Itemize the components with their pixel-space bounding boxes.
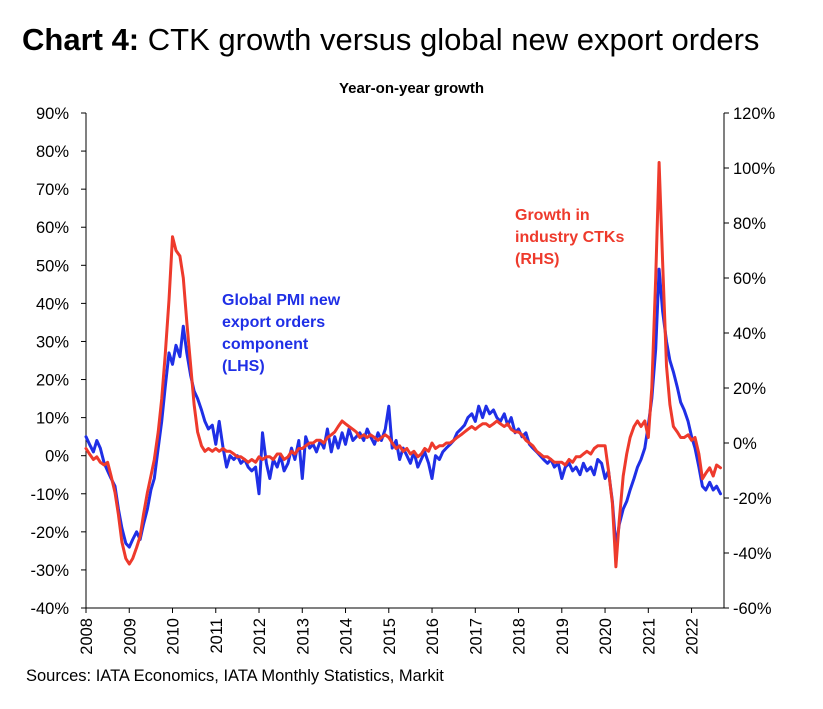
left-tick-label: 0%: [45, 448, 69, 466]
x-tick-label: 2022: [684, 618, 702, 655]
x-tick-label: 2016: [424, 618, 442, 655]
chart-annotations: Global PMI new export orders component (LHS…: [222, 207, 624, 375]
series-line-pmi: [84, 267, 722, 549]
right-tick-label: 120%: [733, 105, 776, 123]
right-tick-label: 0%: [733, 435, 757, 453]
annotation-pmi: Global PMI new export orders component (LHS…: [222, 292, 341, 375]
annotation-line: (LHS): [222, 358, 265, 375]
right-tick-label: 80%: [733, 215, 766, 233]
chart-title-text: CTK growth versus global new export orde…: [147, 22, 760, 57]
chart-subtitle: Year-on-year growth: [338, 80, 485, 97]
left-tick-label: 70%: [36, 181, 69, 199]
left-tick-label: 50%: [36, 257, 69, 275]
left-tick-label: 60%: [36, 219, 69, 237]
x-tick-label: 2012: [251, 618, 269, 655]
x-tick-label: 2011: [208, 618, 226, 653]
right-tick-label: 20%: [733, 380, 766, 398]
source-note: Sources: IATA Economics, IATA Monthly St…: [26, 667, 444, 685]
chart-title-prefix: Chart 4:: [22, 22, 140, 57]
right-tick-label: -20%: [733, 490, 772, 508]
x-tick-label: 2021: [640, 618, 658, 655]
annotation-line: Global PMI new: [222, 292, 341, 309]
x-tick-label: 2015: [381, 618, 399, 655]
right-tick-label: 60%: [733, 270, 766, 288]
right-tick-label: -40%: [733, 545, 772, 563]
left-tick-label: -20%: [30, 524, 69, 542]
x-tick-label: 2009: [121, 618, 139, 655]
x-tick-label: 2020: [597, 618, 615, 655]
x-tick-label: 2019: [554, 618, 572, 655]
left-tick-label: 30%: [36, 333, 69, 351]
annotation-line: (RHS): [515, 251, 559, 268]
x-tick-label: 2008: [78, 618, 96, 655]
x-tick-label: 2014: [338, 618, 356, 655]
chart-series: [84, 161, 722, 569]
left-tick-label: 90%: [36, 105, 69, 123]
left-tick-label: 10%: [36, 410, 69, 428]
series-line-ctk: [84, 161, 722, 569]
left-tick-label: 40%: [36, 295, 69, 313]
x-tick-label: 2013: [294, 618, 312, 655]
x-tick-label: 2010: [165, 618, 183, 655]
right-tick-label: 100%: [733, 160, 776, 178]
x-tick-label: 2017: [467, 618, 485, 655]
right-tick-label: -60%: [733, 600, 772, 618]
chart-title: Chart 4: CTK growth versus global new ex…: [22, 22, 759, 58]
annotation-line: industry CTKs: [515, 229, 624, 246]
left-tick-label: -10%: [30, 486, 69, 504]
left-tick-label: -40%: [30, 600, 69, 618]
left-tick-label: 20%: [36, 372, 69, 390]
right-tick-label: 40%: [733, 325, 766, 343]
annotation-line: component: [222, 336, 309, 353]
left-tick-label: 80%: [36, 143, 69, 161]
left-tick-label: -30%: [30, 562, 69, 580]
annotation-ctk: Growth in industry CTKs (RHS): [515, 207, 624, 268]
x-tick-label: 2018: [511, 618, 529, 655]
annotation-line: export orders: [222, 314, 325, 331]
chart-axes: 90% 80% 70% 60% 50% 40% 30% 20% 10% 0% -10% -20% -30…: [30, 105, 775, 655]
annotation-line: Growth in: [515, 207, 590, 224]
